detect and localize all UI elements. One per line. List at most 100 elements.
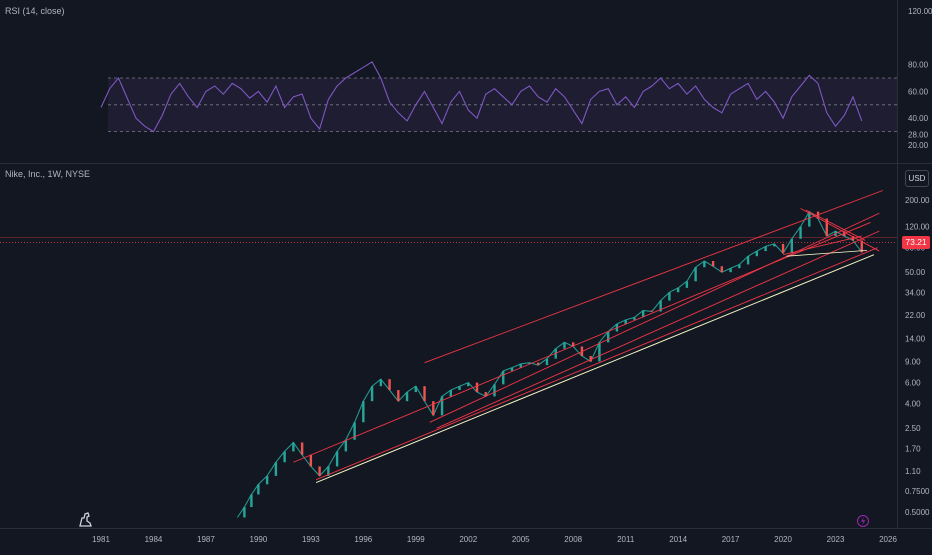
price-candle xyxy=(265,475,269,485)
price-candle xyxy=(598,342,601,362)
price-candle xyxy=(274,462,278,476)
time-axis-label: 2011 xyxy=(617,535,635,544)
trendline xyxy=(782,235,862,256)
time-axis-label: 1984 xyxy=(145,535,163,544)
price-candle xyxy=(502,370,505,385)
price-candle xyxy=(694,267,697,282)
price-candle xyxy=(475,382,479,393)
time-axis-label: 2014 xyxy=(669,535,687,544)
price-candle xyxy=(493,384,496,397)
trendline xyxy=(429,212,880,423)
price-candle xyxy=(257,484,260,495)
price-axis-label: 2.50 xyxy=(905,424,921,433)
trendline xyxy=(436,230,880,429)
rsi-band xyxy=(108,78,897,132)
price-candle xyxy=(825,218,828,237)
price-candle xyxy=(405,392,409,402)
price-candle xyxy=(327,466,330,476)
price-axis-label: 4.00 xyxy=(905,400,921,409)
price-candle xyxy=(397,390,400,402)
rsi-axis-label: 40.00 xyxy=(908,114,929,123)
dinosaur-logo-icon xyxy=(79,512,92,527)
price-axis-label: 14.00 xyxy=(905,334,926,343)
price-candle xyxy=(606,331,610,343)
price-candle xyxy=(388,379,391,391)
price-axis-label: 1.70 xyxy=(905,444,921,453)
time-axis-label: 2005 xyxy=(512,535,530,544)
time-axis-label: 1981 xyxy=(92,535,110,544)
price-candle xyxy=(432,401,435,416)
price-candle xyxy=(528,362,531,364)
price-axis-label: 0.5000 xyxy=(905,508,930,517)
price-candle xyxy=(790,238,794,254)
price-candle xyxy=(860,240,863,253)
lightning-icon xyxy=(857,515,869,527)
price-candle xyxy=(458,386,461,391)
price-axis-label: 0.7500 xyxy=(905,487,930,496)
trendline xyxy=(293,222,871,463)
price-candle xyxy=(799,226,802,239)
price-candle xyxy=(440,396,444,416)
price-candle xyxy=(362,401,365,423)
price-candle xyxy=(738,264,741,269)
price-axis-label: 6.00 xyxy=(905,379,921,388)
price-candle xyxy=(729,268,732,273)
support-trendline xyxy=(786,249,868,257)
rsi-axis-label: 20.00 xyxy=(908,141,929,150)
time-axis-label: 1987 xyxy=(197,535,215,544)
time-axis-label: 1990 xyxy=(250,535,268,544)
price-candle xyxy=(755,251,759,257)
lightning-icon-glyph xyxy=(861,517,866,525)
time-axis-label: 2017 xyxy=(722,535,740,544)
price-axis-label: 1.10 xyxy=(905,467,921,476)
rsi-line xyxy=(100,61,863,133)
rsi-axis-label: 60.00 xyxy=(908,87,929,96)
trendline xyxy=(315,247,878,481)
price-candle xyxy=(641,310,645,318)
price-candle xyxy=(808,211,811,227)
trendline xyxy=(424,190,883,364)
price-candle xyxy=(423,386,426,402)
time-axis-label: 1999 xyxy=(407,535,425,544)
price-candle xyxy=(650,310,654,312)
price-candle xyxy=(283,451,286,463)
rsi-axis-label: 28.00 xyxy=(908,130,929,139)
price-candle xyxy=(510,367,514,371)
price-candle xyxy=(746,256,750,265)
price-candle xyxy=(572,342,575,347)
trendline xyxy=(800,208,880,252)
price-candle xyxy=(292,442,295,452)
price-candle xyxy=(773,243,776,247)
price-axis-label: 34.00 xyxy=(905,288,926,297)
price-axis-label: 9.00 xyxy=(905,357,921,366)
price-candle xyxy=(659,300,662,312)
price-candle xyxy=(589,356,592,362)
time-axis-label: 2023 xyxy=(827,535,845,544)
last-price-badge: 73.21 xyxy=(902,236,930,249)
price-candle xyxy=(563,342,566,349)
price-candle xyxy=(537,362,540,366)
rsi-pane-title: RSI (14, close) xyxy=(5,6,65,16)
currency-button[interactable]: USD xyxy=(905,170,929,187)
price-candle xyxy=(344,439,348,452)
price-candle xyxy=(781,243,785,254)
price-candle xyxy=(250,494,253,508)
price-axis-label: 22.00 xyxy=(905,311,926,320)
time-axis-label: 1993 xyxy=(302,535,320,544)
price-candle xyxy=(335,451,339,467)
price-candle xyxy=(309,454,313,467)
time-axis-label: 2008 xyxy=(564,535,582,544)
price-candle xyxy=(379,379,383,387)
price-line xyxy=(236,210,863,518)
price-candle xyxy=(300,442,304,455)
rsi-axis-label: 120.00 xyxy=(908,7,932,16)
price-candle xyxy=(633,317,636,320)
price-pane-title: Nike, Inc., 1W, NYSE xyxy=(5,169,91,179)
price-axis-label: 120.00 xyxy=(905,223,930,232)
price-candle xyxy=(467,382,470,387)
trendline xyxy=(805,209,866,241)
price-candle xyxy=(676,287,680,293)
price-candle xyxy=(624,319,627,324)
price-candle xyxy=(764,246,767,252)
